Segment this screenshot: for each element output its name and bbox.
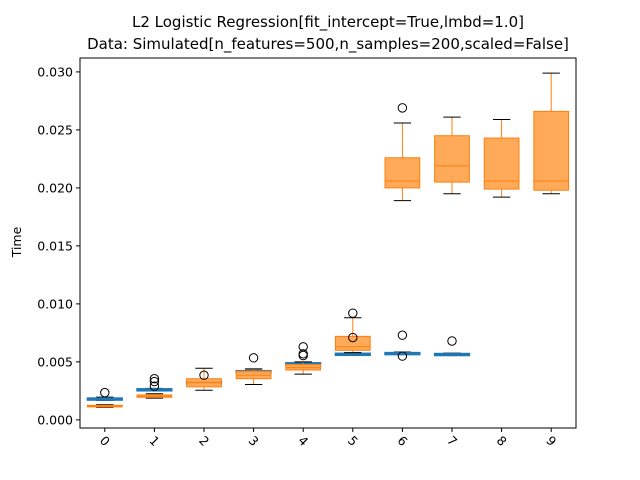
series-1-box-2-flier-0 xyxy=(199,370,209,380)
chart-title-line-1: L2 Logistic Regression[fit_intercept=Tru… xyxy=(132,13,524,32)
series-0-box-6-flier-1 xyxy=(397,330,408,340)
chart-title-line-2: Data: Simulated[n_features=500,n_samples… xyxy=(87,35,569,54)
series-1-box-5-flier-1 xyxy=(348,308,358,318)
series-1-box-6-box xyxy=(384,157,421,189)
y-tick-label-2: 0.010 xyxy=(37,296,73,311)
series-1-box-1-flier-0 xyxy=(149,381,160,391)
y-tick-label-6: 0.030 xyxy=(37,64,73,79)
series-1-box-9-box xyxy=(533,110,570,191)
series-0-box-7-flier-0 xyxy=(447,336,457,346)
y-tick-label-1: 0.005 xyxy=(37,354,73,369)
axes-frame xyxy=(79,57,577,429)
series-1-box-5-flier-0 xyxy=(348,332,358,343)
series-0-box-4-flier-1 xyxy=(298,349,308,359)
series-0-box-1-flier-1 xyxy=(149,374,160,384)
series-0-box-6-flier-0 xyxy=(397,351,408,361)
series-1-box-5-box xyxy=(334,335,371,351)
y-axis-label: Time xyxy=(9,226,24,258)
y-tick-label-3: 0.015 xyxy=(37,238,73,253)
series-1-box-4-flier-0 xyxy=(298,342,308,352)
series-0-box-1-flier-0 xyxy=(149,376,160,387)
series-0-box-0-flier-0 xyxy=(100,387,110,398)
series-1-box-7-box xyxy=(434,135,470,183)
series-1-box-6-flier-0 xyxy=(397,103,408,113)
y-tick-label-4: 0.020 xyxy=(37,180,73,195)
plot-area xyxy=(86,72,570,408)
series-1-box-3-flier-0 xyxy=(248,353,259,363)
y-tick-label-0: 0.000 xyxy=(37,412,73,427)
y-tick-label-5: 0.025 xyxy=(37,122,73,137)
